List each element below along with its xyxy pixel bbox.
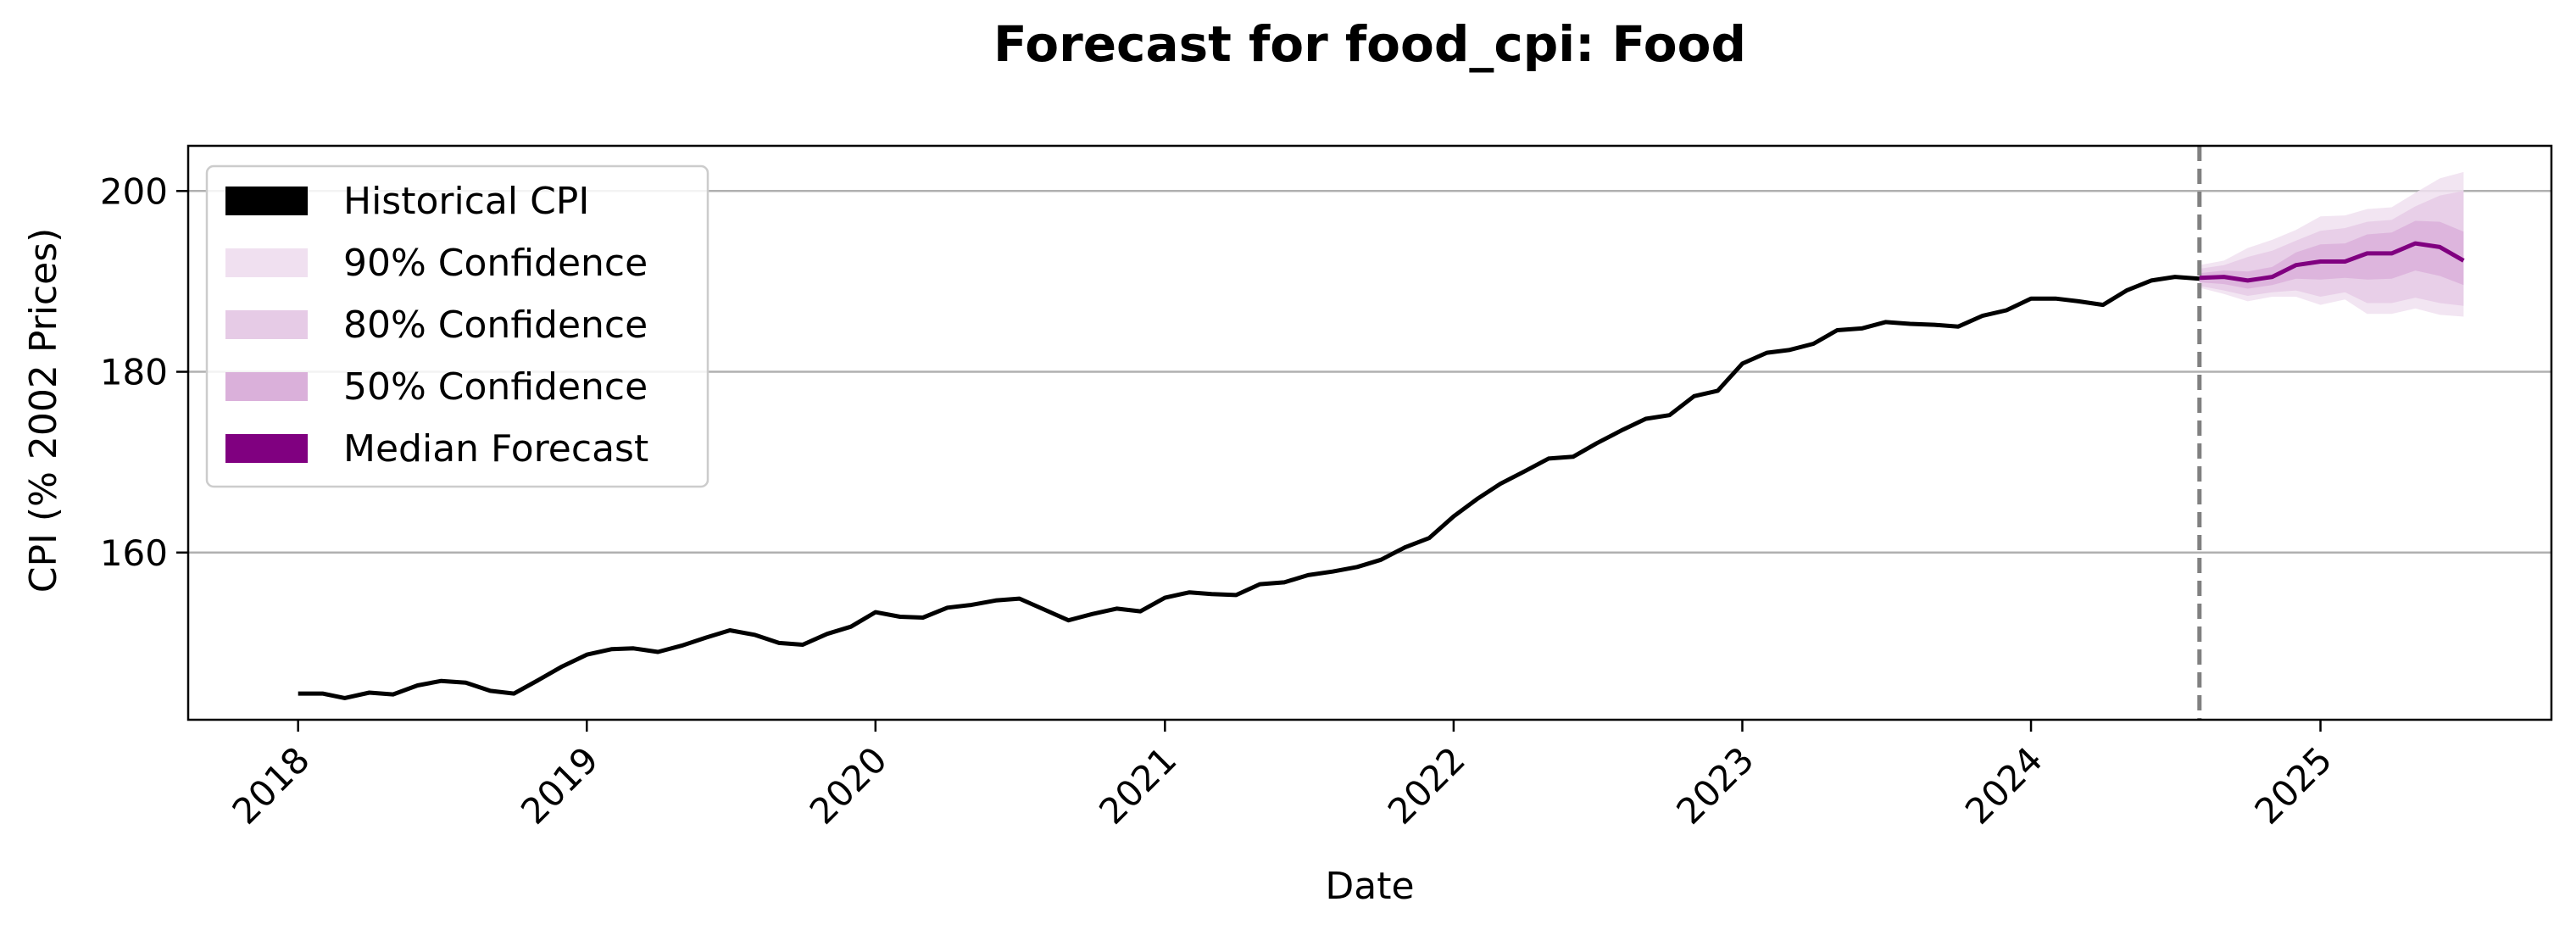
- chart-title: Forecast for food_cpi: Food: [993, 15, 1746, 73]
- plot-border: [186, 144, 2553, 721]
- legend-label-80-confidence: 80% Confidence: [343, 304, 648, 347]
- legend-swatch-historical-cpi: [225, 187, 308, 215]
- legend-label-90-confidence: 90% Confidence: [343, 242, 648, 285]
- x-tick-label-2025: 2025: [2246, 738, 2340, 832]
- legend-label-median-forecast: Median Forecast: [343, 427, 648, 471]
- legend-swatch-80-confidence: [225, 310, 308, 339]
- y-tick-label-160: 160: [100, 532, 168, 574]
- confidence-bands: [2199, 171, 2464, 317]
- legend-swatch-90-confidence: [225, 248, 308, 277]
- historical-cpi-line: [298, 275, 2200, 700]
- median-forecast-line: [2199, 241, 2465, 283]
- x-axis-title: Date: [1325, 865, 1414, 908]
- y-axis-title: CPI (% 2002 Prices): [22, 228, 65, 593]
- x-axis: 2018 2019 2020 2021 2022 2023 2024 2025: [225, 720, 2340, 833]
- x-tick-label-2021: 2021: [1091, 738, 1184, 832]
- plot-frame: [186, 144, 2553, 721]
- x-tick-label-2022: 2022: [1380, 738, 1473, 832]
- band-50-confidence: [2199, 220, 2464, 289]
- legend-swatch-50-confidence: [225, 372, 308, 401]
- y-axis: 160 180 200: [100, 170, 188, 574]
- series-lines: [298, 146, 2465, 720]
- x-tick-label-2019: 2019: [513, 738, 606, 832]
- legend-label-50-confidence: 50% Confidence: [343, 365, 648, 409]
- legend-box: [205, 164, 709, 488]
- x-tick-label-2020: 2020: [802, 738, 895, 832]
- y-tick-label-180: 180: [100, 352, 168, 393]
- y-tick-label-200: 200: [100, 170, 168, 212]
- x-tick-label-2018: 2018: [225, 738, 318, 832]
- x-tick-label-2024: 2024: [1957, 738, 2050, 832]
- legend[interactable]: Historical CPI 90% Confidence 80% Confiden…: [205, 164, 709, 488]
- x-tick-label-2023: 2023: [1668, 738, 1761, 832]
- legend-label-historical-cpi: Historical CPI: [343, 180, 589, 223]
- legend-swatch-median-forecast: [225, 434, 308, 463]
